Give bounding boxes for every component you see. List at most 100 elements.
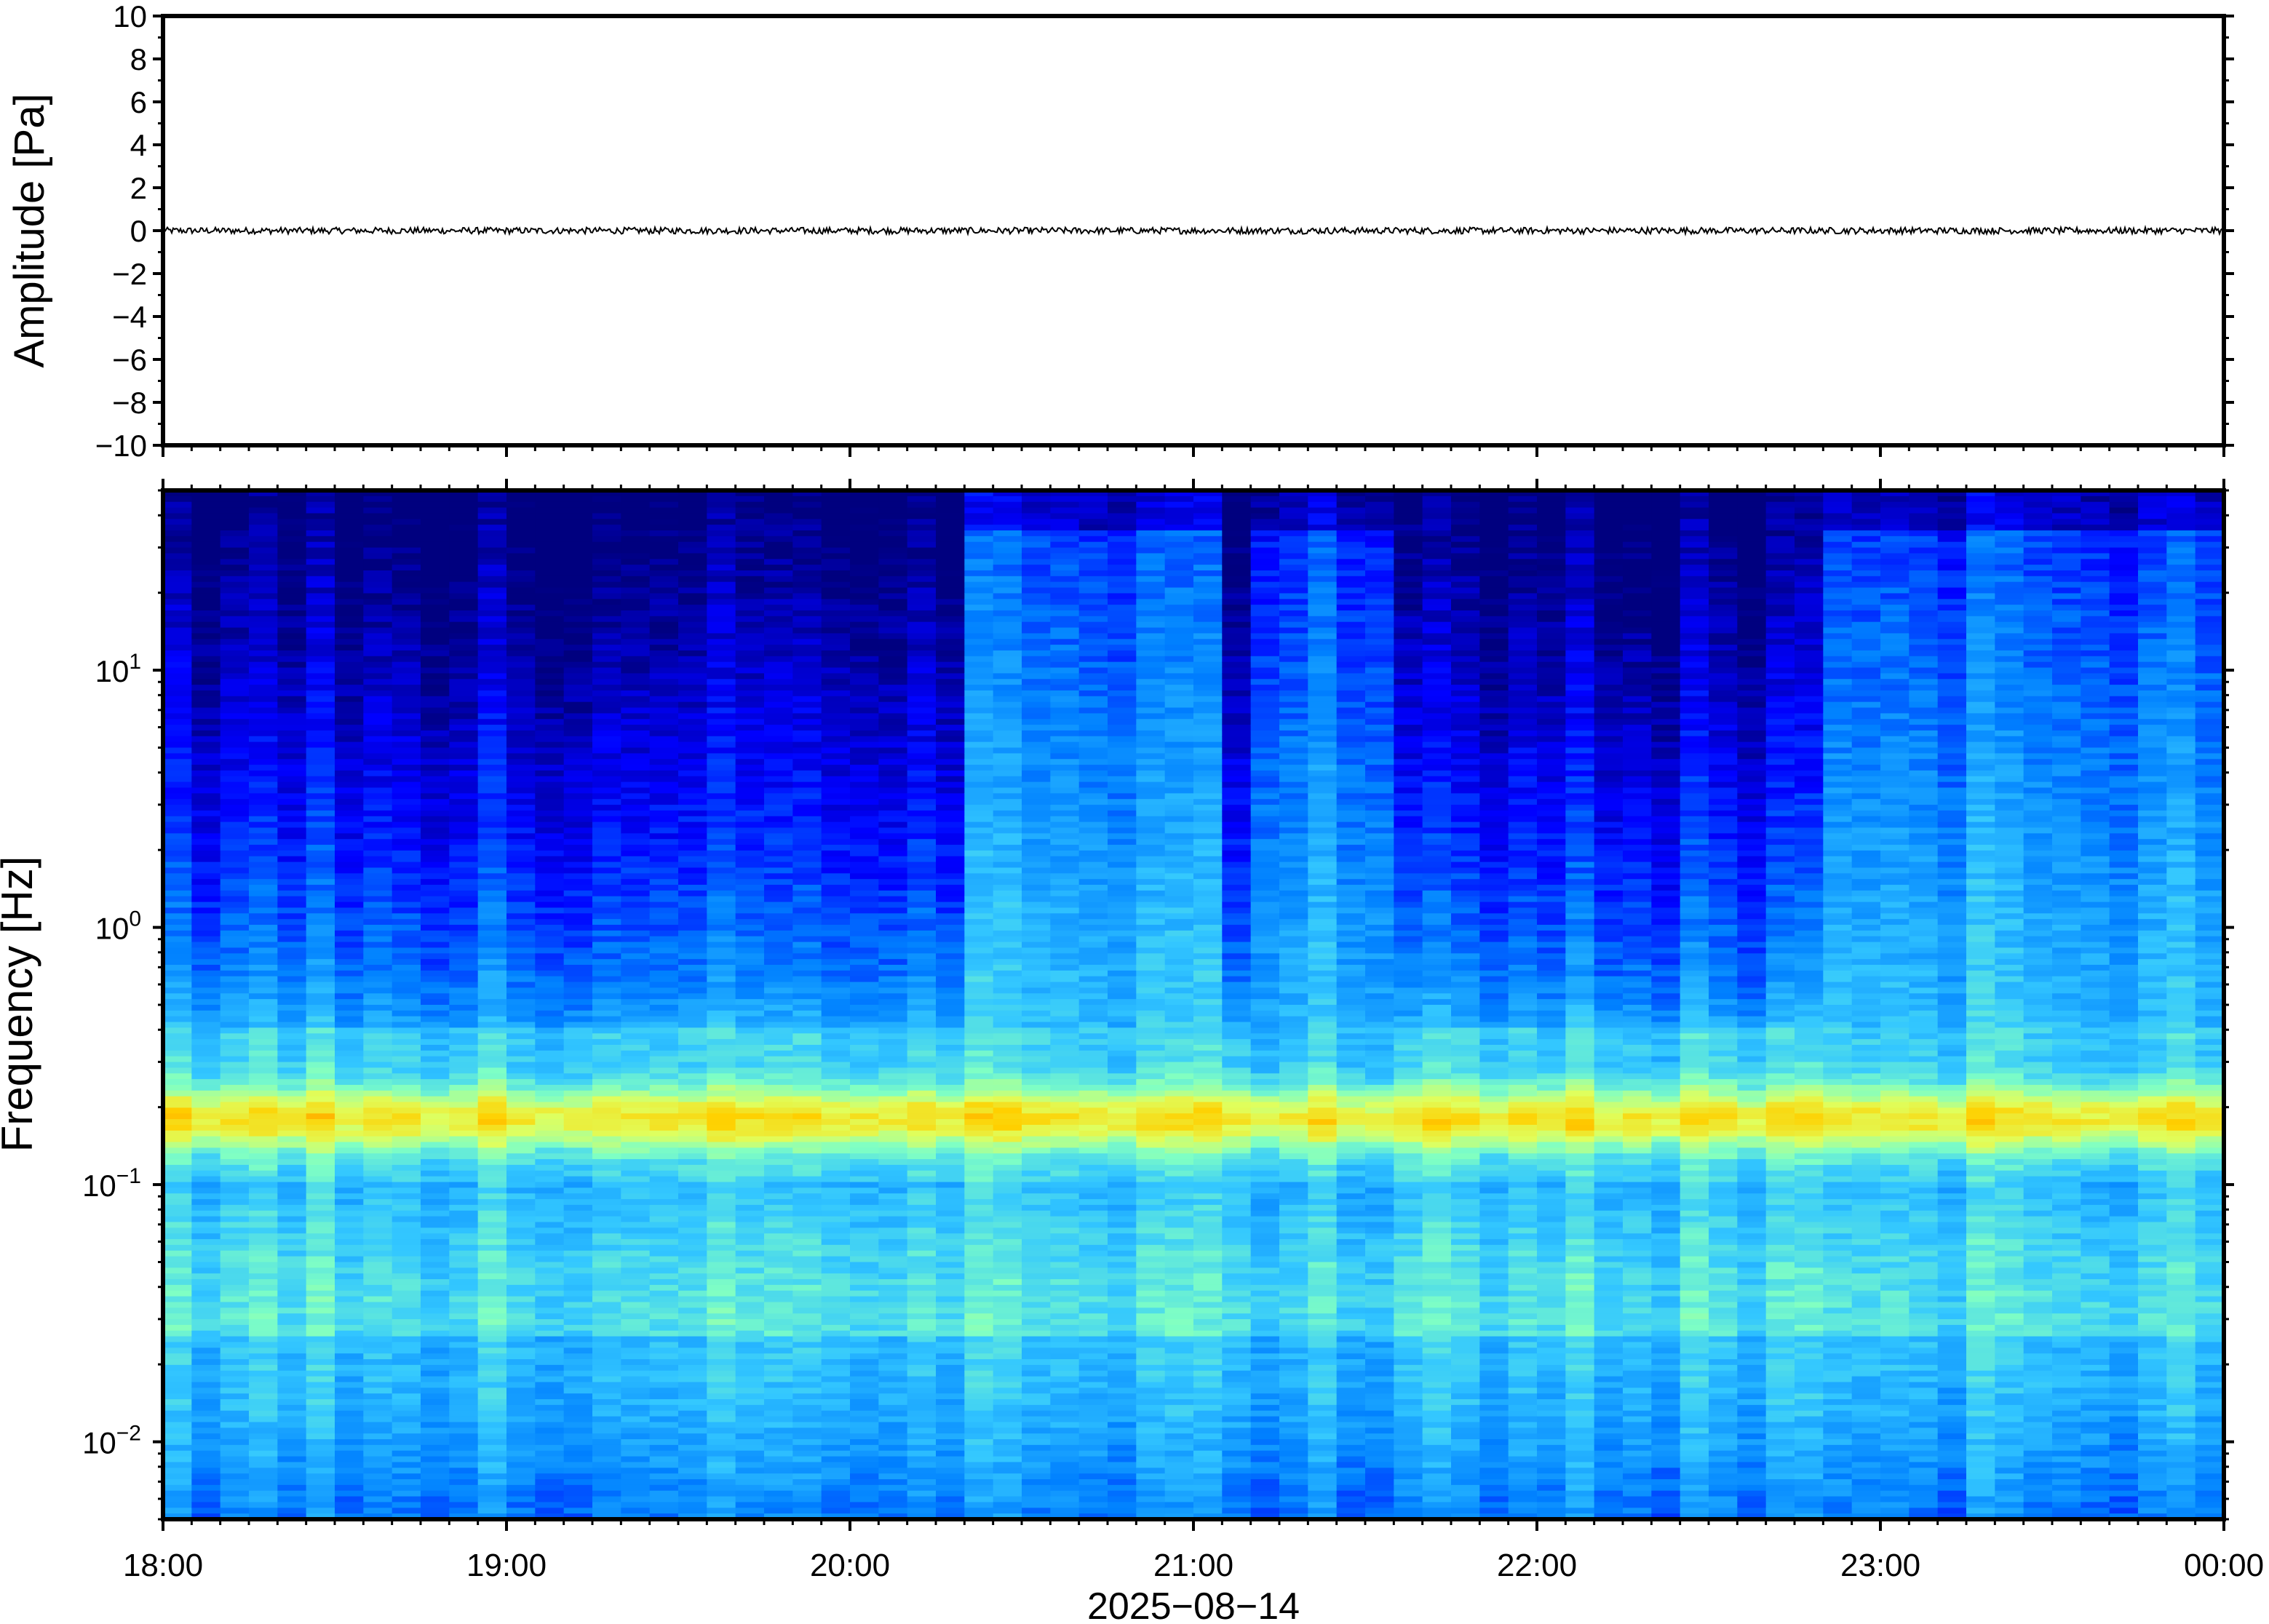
spectrogram-cell bbox=[191, 1302, 221, 1308]
spectrogram-cell bbox=[907, 570, 937, 577]
spectrogram-cell bbox=[592, 1022, 621, 1029]
spectrogram-cell bbox=[363, 1284, 393, 1291]
spectrogram-cell bbox=[191, 1147, 221, 1154]
spectrogram-cell bbox=[477, 1090, 507, 1097]
spectrogram-cell bbox=[735, 965, 765, 971]
spectrogram-cell bbox=[220, 1456, 250, 1463]
spectrogram-cell bbox=[535, 1422, 565, 1428]
spectrogram-cell bbox=[649, 495, 679, 503]
spectrogram-cell bbox=[707, 667, 736, 674]
spectrogram-cell bbox=[563, 1393, 593, 1400]
spectrogram-cell bbox=[449, 1153, 479, 1160]
spectrogram-cell bbox=[707, 610, 736, 617]
spectrogram-cell bbox=[392, 1376, 421, 1383]
spectrogram-cell bbox=[191, 1382, 221, 1388]
spectrogram-cell bbox=[878, 787, 908, 794]
spectrogram-cell bbox=[850, 1324, 879, 1332]
spectrogram-cell bbox=[707, 1039, 736, 1046]
spectrogram-cell bbox=[163, 1067, 192, 1074]
spectrogram-cell bbox=[306, 936, 335, 943]
spectrogram-cell bbox=[363, 781, 393, 789]
spectrogram-cell bbox=[592, 810, 621, 817]
spectrogram-cell bbox=[907, 793, 937, 800]
spectrogram-cell bbox=[936, 650, 965, 657]
spectrogram-cell bbox=[306, 833, 335, 840]
spectrogram-cell bbox=[163, 845, 192, 851]
amplitude-y-tick-label: −4 bbox=[112, 300, 147, 334]
spectrogram-cell bbox=[477, 1176, 507, 1183]
spectrogram-cell bbox=[249, 1227, 278, 1234]
spectrogram-cell bbox=[563, 547, 593, 554]
spectrogram-cell bbox=[907, 873, 937, 880]
spectrogram-cell bbox=[421, 536, 450, 543]
spectrogram-cell bbox=[335, 1033, 364, 1040]
spectrogram-cell bbox=[421, 1124, 450, 1131]
spectrogram-cell bbox=[649, 845, 679, 851]
spectrogram-cell bbox=[878, 713, 908, 720]
spectrogram-cell bbox=[764, 850, 793, 857]
spectrogram-cell bbox=[335, 827, 364, 834]
spectrogram-cell bbox=[936, 730, 965, 737]
spectrogram-cell bbox=[363, 1153, 393, 1160]
spectrogram-cell bbox=[277, 890, 307, 897]
spectrogram-cell bbox=[821, 1079, 851, 1086]
spectrogram-cell bbox=[764, 1439, 793, 1446]
spectrogram-cell bbox=[392, 519, 421, 525]
spectrogram-cell bbox=[764, 1273, 793, 1280]
spectrogram-cell bbox=[506, 1422, 536, 1428]
spectrogram-cell bbox=[592, 970, 621, 977]
spectrogram-cell bbox=[249, 621, 278, 629]
spectrogram-cell bbox=[936, 913, 965, 920]
spectrogram-cell bbox=[392, 1216, 421, 1223]
spectrogram-cell bbox=[506, 1399, 536, 1406]
spectrogram-cell bbox=[191, 576, 221, 583]
spectrogram-cell bbox=[506, 1267, 536, 1274]
spectrogram-cell bbox=[449, 696, 479, 703]
spectrogram-cell bbox=[249, 861, 278, 869]
spectrogram-cell bbox=[506, 513, 536, 520]
spectrogram-cell bbox=[649, 1056, 679, 1063]
spectrogram-cell bbox=[535, 1124, 565, 1131]
spectrogram-cell bbox=[506, 942, 536, 949]
spectrogram-cell bbox=[535, 1473, 565, 1480]
spectrogram-cell bbox=[506, 1444, 536, 1452]
spectrogram-cell bbox=[449, 1513, 479, 1520]
spectrogram-cell bbox=[649, 1084, 679, 1091]
spectrogram-cell bbox=[850, 993, 879, 1000]
spectrogram-cell bbox=[535, 970, 565, 977]
spectrogram-cell bbox=[707, 839, 736, 845]
spectrogram-cell bbox=[707, 1484, 736, 1492]
spectrogram-cell bbox=[735, 495, 765, 503]
spectrogram-cell bbox=[592, 1388, 621, 1394]
spectrogram-cell bbox=[477, 1016, 507, 1023]
spectrogram-cell bbox=[191, 965, 221, 971]
spectrogram-cell bbox=[249, 1107, 278, 1114]
spectrogram-cell bbox=[421, 1164, 450, 1171]
spectrogram-cell bbox=[449, 1130, 479, 1137]
spectrogram-cell bbox=[191, 747, 221, 754]
spectrogram-cell bbox=[363, 507, 393, 514]
spectrogram-cell bbox=[649, 770, 679, 777]
spectrogram-cell bbox=[792, 1382, 822, 1388]
spectrogram-cell bbox=[277, 942, 307, 949]
spectrogram-cell bbox=[306, 650, 335, 657]
spectrogram-cell bbox=[163, 1056, 192, 1063]
spectrogram-cell bbox=[392, 1187, 421, 1194]
spectrogram-cell bbox=[277, 530, 307, 537]
spectrogram-cell bbox=[792, 1067, 822, 1074]
spectrogram-cell bbox=[506, 747, 536, 754]
spectrogram-cell bbox=[306, 610, 335, 617]
spectrogram-cell bbox=[249, 1422, 278, 1428]
spectrogram-cell bbox=[163, 896, 192, 903]
spectrogram-cell bbox=[277, 1388, 307, 1394]
spectrogram-cell bbox=[220, 867, 250, 874]
spectrogram-cell bbox=[392, 1159, 421, 1166]
spectrogram-cell bbox=[449, 507, 479, 514]
spectrogram-cell bbox=[592, 1496, 621, 1503]
spectrogram-cell bbox=[477, 1084, 507, 1091]
spectrogram-cell bbox=[449, 530, 479, 537]
spectrogram-cell bbox=[592, 593, 621, 600]
spectrogram-cell bbox=[907, 965, 937, 971]
spectrogram-cell bbox=[621, 982, 651, 989]
spectrogram-cell bbox=[506, 1342, 536, 1348]
